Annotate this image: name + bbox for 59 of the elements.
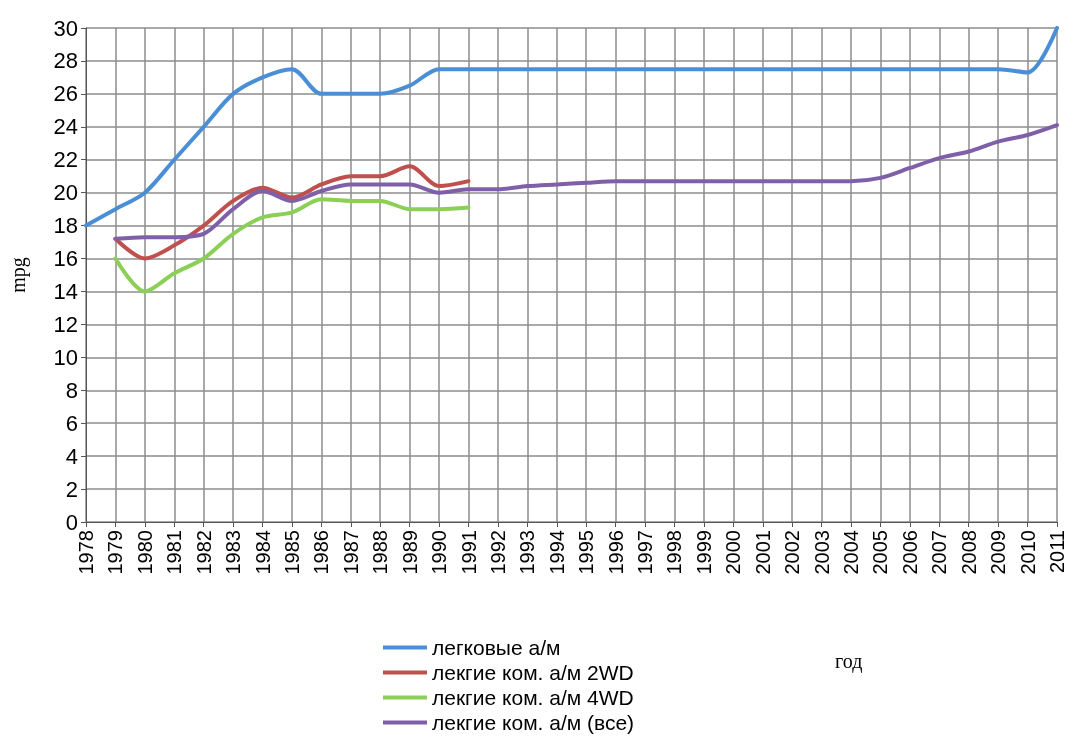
x-tick-label: 1990	[428, 530, 451, 575]
y-tick-label: 24	[53, 114, 78, 140]
x-tick-label: 1983	[222, 530, 245, 575]
y-tick-label: 18	[53, 213, 78, 239]
x-tick-label: 1992	[486, 530, 509, 575]
line-series	[113, 123, 1059, 241]
x-tick-label: 1987	[339, 530, 362, 575]
x-tick-label: 1989	[398, 530, 421, 575]
legend-label: лекгие ком. а/м (все)	[432, 711, 635, 734]
x-tick-label: 1980	[133, 530, 156, 575]
x-tick-label: 2003	[810, 530, 833, 575]
y-tick-label: 22	[53, 147, 78, 173]
x-tick-label: 2000	[722, 530, 745, 575]
x-tick-label: 1996	[604, 530, 627, 575]
y-tick-label: 14	[53, 278, 78, 304]
y-tick-label: 10	[53, 344, 78, 370]
y-tick-label: 2	[65, 476, 78, 502]
x-tick-label: 2004	[840, 530, 863, 575]
legend-label: лекгие ком. а/м 4WD	[432, 686, 634, 709]
x-tick-label: 1993	[516, 530, 539, 575]
x-tick-label: 2009	[987, 530, 1010, 575]
x-tick-label: 1999	[692, 530, 715, 575]
line-series	[113, 197, 471, 294]
x-tick-label: 1986	[310, 530, 333, 575]
x-axis-title: год	[835, 650, 863, 673]
x-tick-label: 1978	[75, 530, 97, 575]
x-tick-label: 2007	[928, 530, 951, 575]
line-series	[113, 164, 471, 261]
y-tick-label: 16	[53, 246, 78, 272]
y-tick-label: 20	[53, 180, 78, 206]
x-tick-label: 2005	[869, 530, 892, 575]
x-tick-label: 2010	[1016, 530, 1039, 575]
x-tick-label: 1994	[545, 530, 568, 575]
x-tick-label: 1988	[369, 530, 392, 575]
x-tick-label: 1991	[457, 530, 480, 575]
x-tick-label: 2001	[751, 530, 774, 575]
x-tick-label: 1985	[280, 530, 303, 575]
x-tick-label: 2008	[957, 530, 980, 575]
x-tick-label: 2002	[781, 530, 804, 575]
y-tick-label: 8	[65, 377, 78, 403]
y-tick-label: 30	[53, 15, 78, 41]
y-tick-label: 28	[53, 48, 78, 74]
y-axis-title: mpg	[7, 257, 30, 293]
x-tick-label: 1995	[575, 530, 598, 575]
legend-label: лекгие ком. а/м 2WD	[432, 661, 634, 684]
x-tick-label: 1984	[251, 530, 274, 575]
x-tick-label: 1997	[634, 530, 657, 575]
x-tick-label: 1981	[163, 530, 186, 575]
x-tick-label: 1979	[104, 530, 127, 575]
y-tick-label: 6	[65, 410, 78, 436]
legend-label: легковые а/м	[432, 636, 561, 659]
x-tick-label: 1982	[192, 530, 215, 575]
y-tick-label: 0	[65, 509, 78, 535]
y-tick-label: 4	[65, 443, 78, 469]
x-tick-label: 2011	[1046, 530, 1067, 574]
x-tick-label: 2006	[898, 530, 921, 575]
y-tick-label: 12	[53, 311, 78, 337]
y-tick-label: 26	[53, 81, 78, 107]
x-tick-label: 1998	[663, 530, 686, 575]
